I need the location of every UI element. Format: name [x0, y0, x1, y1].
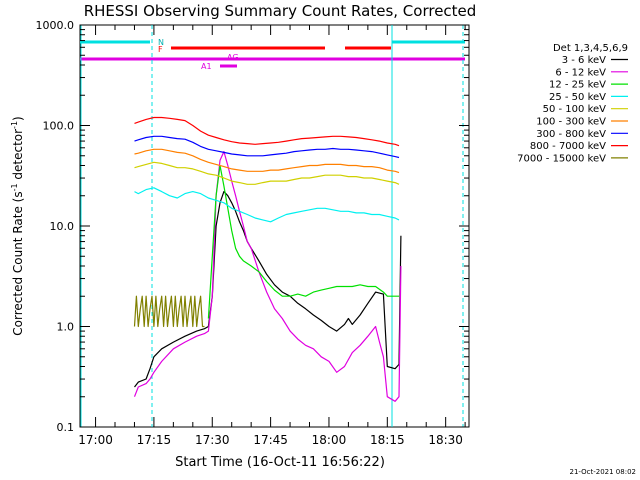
y-tick-label: 1000.0 — [36, 19, 75, 32]
series-line-1 — [134, 191, 402, 388]
x-tick-label: 17:30 — [195, 433, 230, 447]
y-tick-label: 1.0 — [57, 321, 75, 334]
series-line-5 — [134, 161, 400, 185]
x-tick-label: 18:30 — [428, 433, 463, 447]
y-axis-label: Corrected Count Rate (s-1 detector-1) — [10, 116, 25, 335]
overlay-label-a1: A1 — [201, 62, 212, 71]
legend-label: 3 - 6 keV — [562, 55, 606, 66]
y-tick-label: 100.0 — [43, 120, 75, 133]
legend-label: 50 - 100 keV — [543, 104, 607, 115]
series-line-4 — [134, 187, 400, 223]
plot-frame — [79, 24, 470, 428]
overlay-label-f: F — [158, 45, 163, 54]
footer-timestamp: 21-Oct-2021 08:02 — [570, 468, 636, 476]
x-tick-label: 17:00 — [78, 433, 113, 447]
series-layer — [133, 116, 402, 402]
legend-label: 12 - 25 keV — [549, 80, 606, 91]
overlay-label-n: N — [158, 38, 164, 47]
legend-label: 7000 - 15000 keV — [517, 153, 606, 164]
chart-title: RHESSI Observing Summary Count Rates, Co… — [84, 2, 477, 20]
legend-label: 300 - 800 keV — [536, 129, 606, 140]
series-line-2 — [133, 151, 402, 402]
x-tick-label: 17:15 — [137, 433, 172, 447]
series-line-3 — [207, 164, 399, 319]
series-line-8 — [134, 116, 400, 147]
y-tick-label: 10.0 — [50, 220, 75, 233]
series-line-6 — [134, 148, 400, 174]
legend-label: 800 - 7000 keV — [530, 141, 606, 152]
y-axis: 0.1 1.0 10.0 100.0 1000.0 — [36, 19, 469, 434]
x-tick-label: 18:15 — [370, 433, 405, 447]
x-axis-label: Start Time (16-Oct-11 16:56:22) — [175, 455, 385, 470]
series-line-7 — [134, 135, 400, 159]
series-line-9 — [133, 295, 205, 328]
legend-label: 100 - 300 keV — [536, 117, 606, 128]
x-tick-label: 17:45 — [253, 433, 288, 447]
legend-label: 6 - 12 keV — [555, 67, 606, 78]
overlay-bars: N F AG A1 — [80, 25, 465, 427]
x-axis: 17:00 17:15 17:30 17:45 18:00 18:15 18:30 — [78, 25, 466, 447]
legend-label: 25 - 50 keV — [549, 92, 606, 103]
x-tick-label: 18:00 — [312, 433, 347, 447]
legend-title: Det 1,3,4,5,6,9 — [553, 43, 628, 54]
overlay-label-ag: AG — [227, 53, 239, 62]
y-tick-label: 0.1 — [57, 421, 75, 434]
